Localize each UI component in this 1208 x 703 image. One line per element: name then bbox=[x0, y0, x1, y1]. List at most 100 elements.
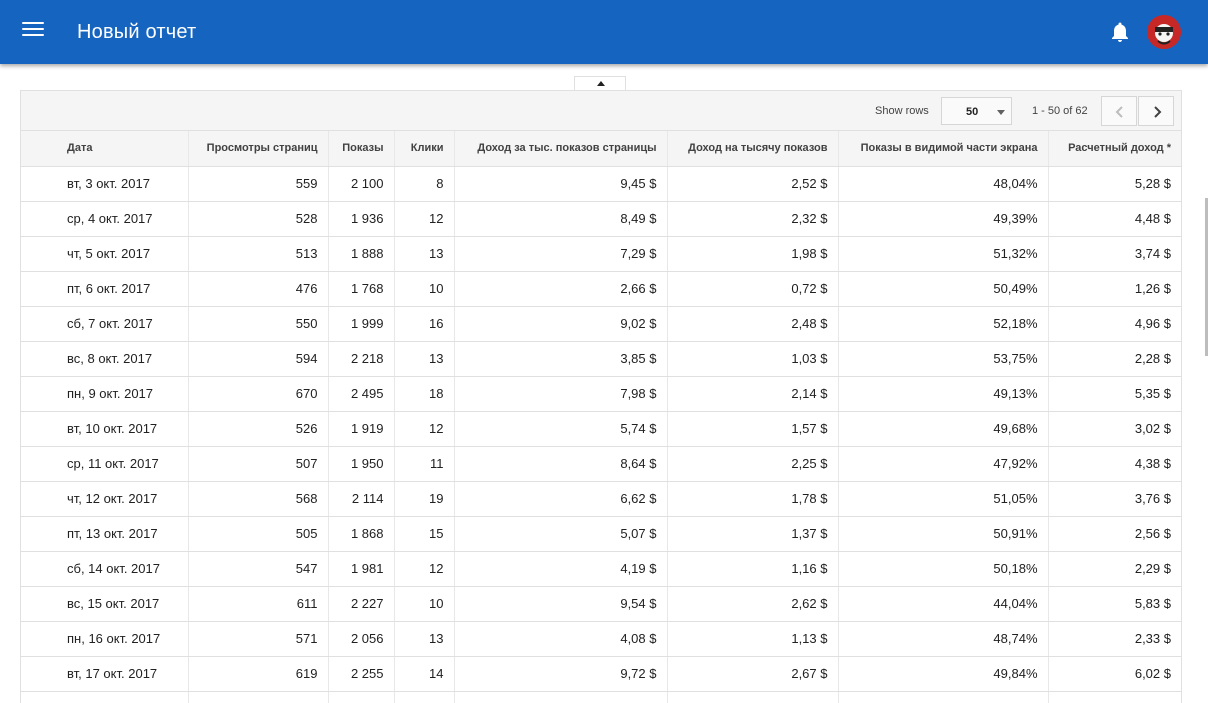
cell-impressions: 1 919 bbox=[328, 411, 395, 447]
cell-page-rpm: 2,66 $ bbox=[454, 271, 668, 307]
cell-estimated-earnings: 1,26 $ bbox=[1048, 271, 1181, 307]
collapse-toggle[interactable] bbox=[574, 76, 626, 91]
cell-impression-rpm: 1,57 $ bbox=[667, 411, 839, 447]
table-row: пт, 6 окт. 2017 476 1 768 10 2,66 $0,72 $50,… bbox=[21, 271, 1181, 307]
cell-page-rpm: 8,49 $ bbox=[454, 201, 668, 237]
cell-impression-rpm: 2,14 $ bbox=[667, 376, 839, 412]
cell-impressions: 2 227 bbox=[328, 586, 395, 622]
cell-pageviews bbox=[188, 691, 329, 703]
menu-icon[interactable] bbox=[22, 22, 44, 42]
report-card: Show rows 50 1 - 50 of 62 bbox=[20, 90, 1182, 703]
cell-active-view: 48,04% bbox=[838, 166, 1049, 202]
cell-date: вт, 3 окт. 2017 bbox=[21, 166, 189, 202]
cell-clicks: 16 bbox=[394, 306, 455, 342]
cell-estimated-earnings: 4,96 $ bbox=[1048, 306, 1181, 342]
table-row: чт, 5 окт. 2017 513 1 888 13 7,29 $1,98 $51,… bbox=[21, 236, 1181, 272]
rows-per-page-select[interactable]: 50 bbox=[941, 97, 1012, 125]
cell-clicks: 8 bbox=[394, 166, 455, 202]
table-row: вт, 3 окт. 2017 559 2 100 8 9,45 $2,52 $48,0… bbox=[21, 166, 1181, 202]
cell-impressions: 2 495 bbox=[328, 376, 395, 412]
column-header-impression-rpm[interactable]: Доход на тысячу показов bbox=[667, 131, 839, 167]
cell-clicks: 15 bbox=[394, 516, 455, 552]
cell-pageviews: 619 bbox=[188, 656, 329, 692]
cell-clicks: 14 bbox=[394, 656, 455, 692]
cell-impressions: 1 950 bbox=[328, 446, 395, 482]
cell-pageviews: 559 bbox=[188, 166, 329, 202]
cell-impression-rpm: 1,13 $ bbox=[667, 621, 839, 657]
cell-page-rpm: 7,29 $ bbox=[454, 236, 668, 272]
table-row: чт, 12 окт. 2017 568 2 114 19 6,62 $1,78 $51… bbox=[21, 481, 1181, 517]
cell-impressions: 1 981 bbox=[328, 551, 395, 587]
prev-page-button[interactable] bbox=[1101, 96, 1137, 126]
cell-impression-rpm: 2,25 $ bbox=[667, 446, 839, 482]
cell-clicks: 13 bbox=[394, 621, 455, 657]
cell-pageviews: 505 bbox=[188, 516, 329, 552]
cell-active-view: 51,32% bbox=[838, 236, 1049, 272]
cell-impression-rpm: 1,37 $ bbox=[667, 516, 839, 552]
next-page-button[interactable] bbox=[1138, 96, 1174, 126]
cell-clicks: 13 bbox=[394, 236, 455, 272]
bell-icon[interactable] bbox=[1108, 20, 1132, 44]
table-row: вт, 17 окт. 2017 619 2 255 14 9,72 $2,67 $49… bbox=[21, 656, 1181, 692]
cell-estimated-earnings: 3,76 $ bbox=[1048, 481, 1181, 517]
column-header-page-rpm[interactable]: Доход за тыс. показов страницы bbox=[454, 131, 668, 167]
cell-page-rpm: 4,19 $ bbox=[454, 551, 668, 587]
cell-page-rpm: 8,64 $ bbox=[454, 446, 668, 482]
cell-pageviews: 611 bbox=[188, 586, 329, 622]
cell-pageviews: 528 bbox=[188, 201, 329, 237]
cell-impression-rpm: 2,32 $ bbox=[667, 201, 839, 237]
cell-impressions: 1 868 bbox=[328, 516, 395, 552]
cell-impression-rpm: 2,62 $ bbox=[667, 586, 839, 622]
column-header-estimated-earnings[interactable]: Расчетный доход * bbox=[1048, 131, 1181, 167]
cell-active-view: 49,39% bbox=[838, 201, 1049, 237]
cell-clicks: 12 bbox=[394, 551, 455, 587]
cell-clicks: 18 bbox=[394, 376, 455, 412]
cell-impressions: 1 888 bbox=[328, 236, 395, 272]
cell-clicks: 11 bbox=[394, 446, 455, 482]
app-bar: Новый отчет bbox=[0, 0, 1208, 64]
column-header-active-view[interactable]: Показы в видимой части экрана bbox=[838, 131, 1049, 167]
cell-active-view: 48,74% bbox=[838, 621, 1049, 657]
table-row: вс, 15 окт. 2017 611 2 227 10 9,54 $2,62 $44… bbox=[21, 586, 1181, 622]
cell-impressions: 2 255 bbox=[328, 656, 395, 692]
cell-impression-rpm: 2,48 $ bbox=[667, 306, 839, 342]
pagination-range: 1 - 50 of 62 bbox=[1032, 105, 1088, 117]
cell-estimated-earnings: 4,48 $ bbox=[1048, 201, 1181, 237]
cell-pageviews: 568 bbox=[188, 481, 329, 517]
cell-impression-rpm: 1,98 $ bbox=[667, 236, 839, 272]
cell-pageviews: 507 bbox=[188, 446, 329, 482]
cell-impressions: 2 218 bbox=[328, 341, 395, 377]
cell-date bbox=[21, 691, 189, 703]
cell-date: пт, 13 окт. 2017 bbox=[21, 516, 189, 552]
cell-estimated-earnings: 3,74 $ bbox=[1048, 236, 1181, 272]
page-title: Новый отчет bbox=[77, 21, 197, 43]
table-row: сб, 14 окт. 2017 547 1 981 12 4,19 $1,16 $50… bbox=[21, 551, 1181, 587]
column-header-pageviews[interactable]: Просмотры страниц bbox=[188, 131, 329, 167]
show-rows-label: Show rows bbox=[875, 105, 929, 117]
column-header-clicks[interactable]: Клики bbox=[394, 131, 455, 167]
cell-active-view bbox=[838, 691, 1049, 703]
table-row: пт, 13 окт. 2017 505 1 868 15 5,07 $1,37 $50… bbox=[21, 516, 1181, 552]
cell-date: пн, 9 окт. 2017 bbox=[21, 376, 189, 412]
cell-impression-rpm: 1,16 $ bbox=[667, 551, 839, 587]
chevron-right-icon bbox=[1154, 106, 1162, 118]
cell-page-rpm: 9,02 $ bbox=[454, 306, 668, 342]
cell-pageviews: 670 bbox=[188, 376, 329, 412]
cell-clicks: 12 bbox=[394, 201, 455, 237]
cell-date: сб, 14 окт. 2017 bbox=[21, 551, 189, 587]
cell-page-rpm: 4,08 $ bbox=[454, 621, 668, 657]
cell-impressions: 1 768 bbox=[328, 271, 395, 307]
column-header-date[interactable]: Дата bbox=[21, 131, 189, 167]
cell-active-view: 44,04% bbox=[838, 586, 1049, 622]
cell-impression-rpm bbox=[667, 691, 839, 703]
avatar[interactable] bbox=[1147, 15, 1181, 49]
page-scrollbar[interactable] bbox=[1205, 198, 1208, 356]
cell-estimated-earnings: 2,56 $ bbox=[1048, 516, 1181, 552]
cell-estimated-earnings: 2,29 $ bbox=[1048, 551, 1181, 587]
cell-active-view: 50,49% bbox=[838, 271, 1049, 307]
column-header-impressions[interactable]: Показы bbox=[328, 131, 395, 167]
cell-page-rpm: 7,98 $ bbox=[454, 376, 668, 412]
cell-clicks: 12 bbox=[394, 411, 455, 447]
cell-page-rpm: 5,74 $ bbox=[454, 411, 668, 447]
cell-page-rpm bbox=[454, 691, 668, 703]
